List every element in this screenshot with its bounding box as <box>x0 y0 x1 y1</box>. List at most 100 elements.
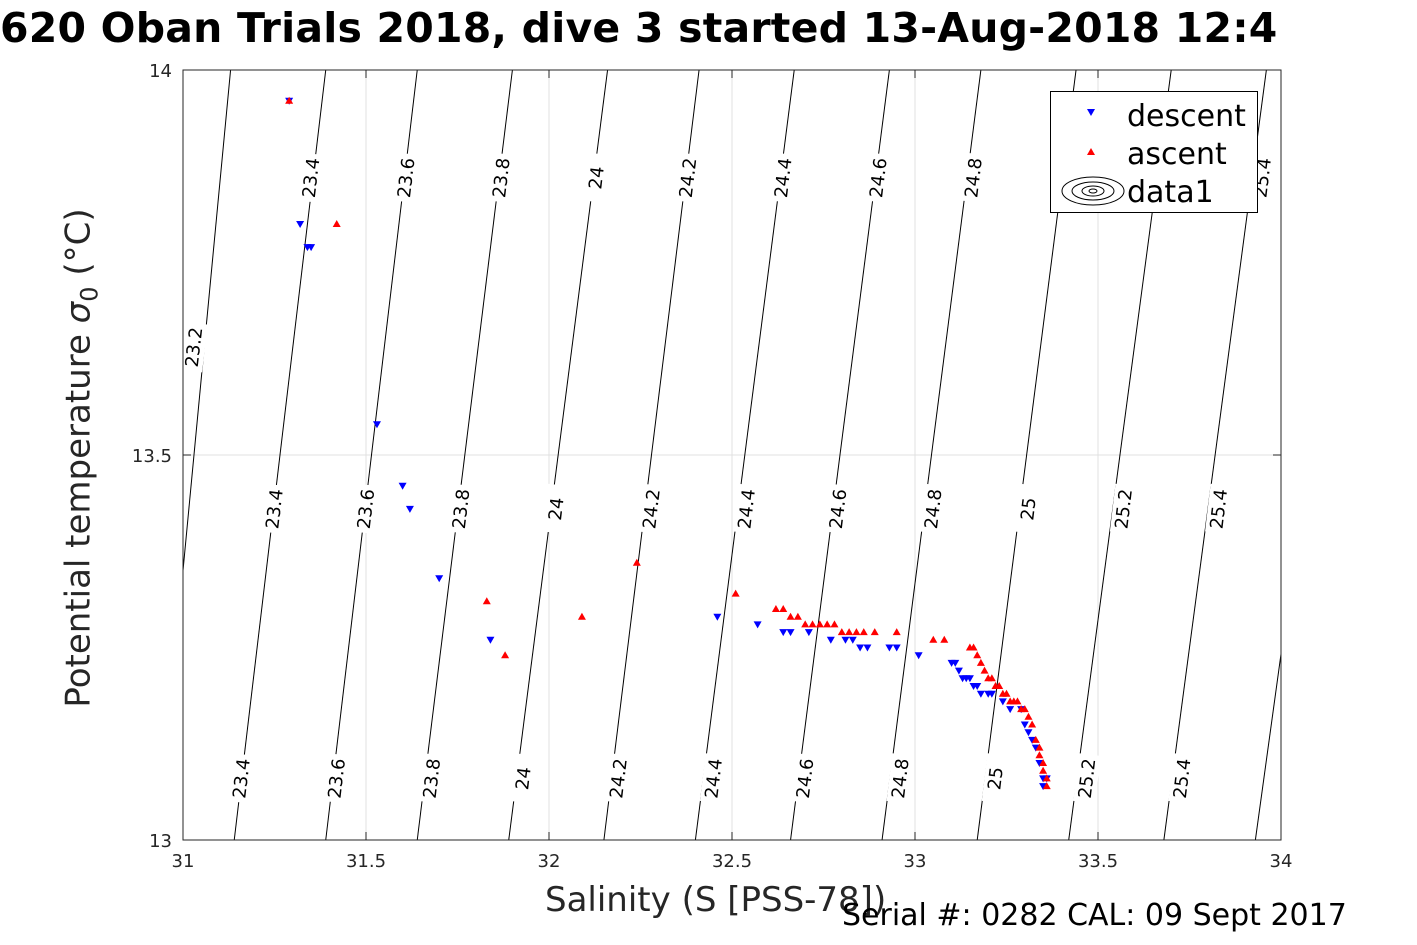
contour-label: 23.6 <box>322 753 351 804</box>
contour-label-background <box>959 152 988 203</box>
contour-label-text: 24 <box>545 496 569 521</box>
contour-label-text: 24.2 <box>639 488 665 530</box>
contour-label: 23.8 <box>418 753 446 804</box>
contour-label: 24.4 <box>732 483 761 535</box>
contour-label-background <box>1014 483 1043 535</box>
descent-point <box>914 652 923 660</box>
contour-label: 24 <box>542 483 571 535</box>
ascent-point <box>801 620 810 628</box>
contour-label: 25 <box>981 753 1010 804</box>
contour-label-text: 24.6 <box>793 757 819 799</box>
descent-point <box>826 636 835 644</box>
contour-label: 24.4 <box>699 753 728 804</box>
contour-label-background <box>582 152 611 203</box>
contour-label-background <box>674 152 702 203</box>
legend-label: data1 <box>1127 175 1214 210</box>
ascent-point <box>1002 689 1011 697</box>
descent-point <box>1028 736 1037 744</box>
contour-label-background <box>637 483 666 535</box>
ascent-point <box>929 635 938 643</box>
contour-label-text: 24.4 <box>734 488 760 530</box>
contour-label-text: 23.6 <box>324 757 350 799</box>
contour-label-text: 24.6 <box>866 157 892 199</box>
contour-label: 24.8 <box>919 483 948 535</box>
x-tick-label: 31 <box>172 851 195 872</box>
ascent-point <box>771 605 780 612</box>
legend-item-data1[interactable]: data1 <box>1051 172 1259 210</box>
descent-point <box>951 659 960 667</box>
ascent-point <box>501 651 510 659</box>
descent-point <box>976 690 985 698</box>
descent-point <box>885 644 894 652</box>
x-tick-label: 31.5 <box>346 851 386 872</box>
descent-point <box>786 629 795 637</box>
contour-label: 24.8 <box>959 152 988 203</box>
contour-label-text: 25.2 <box>1075 757 1101 799</box>
x-tick-label: 33.5 <box>1078 851 1118 872</box>
contour-label: 24.8 <box>886 753 915 804</box>
descent-point <box>1020 721 1029 729</box>
ascent-point <box>285 96 294 104</box>
contour-label-background <box>1073 753 1101 804</box>
contour-label-text: 23.4 <box>299 157 325 199</box>
ascent-point <box>332 220 341 227</box>
contour-label-background <box>824 483 852 535</box>
contour-label: 24 <box>509 753 538 804</box>
contour-label: 25.2 <box>1109 483 1138 535</box>
descent-point <box>863 644 872 652</box>
ascent-point <box>577 612 586 620</box>
ascent-point <box>1042 782 1051 790</box>
contour-label-text: 24.8 <box>961 157 987 199</box>
contour-label: 24.4 <box>769 152 797 203</box>
contour-label: 24.2 <box>604 753 633 804</box>
ascent-point <box>808 620 817 628</box>
descent-point <box>779 629 788 637</box>
isopycnal-line <box>1254 650 1281 840</box>
contour-label: 25.2 <box>1073 753 1101 804</box>
contour-label-background <box>227 753 256 804</box>
contour-label-text: 23.4 <box>229 757 255 799</box>
legend-label: ascent <box>1127 137 1227 172</box>
chart-title: 620 Oban Trials 2018, dive 3 started 13-… <box>0 4 1278 52</box>
contour-label-background <box>509 753 538 804</box>
contour-label: 23.6 <box>392 152 421 203</box>
contour-label: 23.2 <box>180 322 208 373</box>
contour-label-text: 24.2 <box>676 157 702 199</box>
ascent-point <box>969 643 978 651</box>
contour-label-text: 24.8 <box>888 757 914 799</box>
descent-point <box>486 636 495 644</box>
descent-point <box>372 421 381 429</box>
legend[interactable]: descent ascent data1 <box>1050 91 1258 213</box>
x-tick-label: 33 <box>904 851 927 872</box>
contour-label-background <box>732 483 761 535</box>
contour-label-text: 24.4 <box>771 157 797 199</box>
ascent-point <box>837 628 846 636</box>
ascent-point <box>892 628 901 636</box>
contour-label-text: 24.8 <box>921 488 947 530</box>
ascent-point <box>1039 759 1048 766</box>
legend-item-descent[interactable]: descent <box>1051 96 1259 134</box>
contour-label-text: 25.4 <box>1206 488 1232 530</box>
contour-label-background <box>886 753 915 804</box>
contour-label: 24.2 <box>637 483 666 535</box>
ascent-point <box>1031 735 1040 743</box>
descent-point <box>435 575 444 583</box>
triangle-down-marker-icon <box>1087 109 1095 116</box>
legend-item-ascent[interactable]: ascent <box>1051 134 1259 172</box>
contour-ellipses-icon <box>1061 176 1125 206</box>
contour-label-background <box>542 483 571 535</box>
ascent-point <box>779 605 788 612</box>
ascent-point <box>632 558 641 566</box>
ascent-point <box>973 651 982 659</box>
contour-label-background <box>352 483 380 535</box>
contour-label-background <box>919 483 948 535</box>
contour-label: 23.6 <box>352 483 380 535</box>
contour-label-text: 25.4 <box>1170 757 1196 799</box>
isopycnal-line <box>183 70 232 576</box>
contour-label-background <box>260 483 289 535</box>
descent-point <box>753 621 762 629</box>
ascent-point <box>815 620 824 628</box>
contour-label: 24 <box>582 152 611 203</box>
descent-point <box>1039 783 1048 791</box>
ascent-point <box>786 612 795 620</box>
